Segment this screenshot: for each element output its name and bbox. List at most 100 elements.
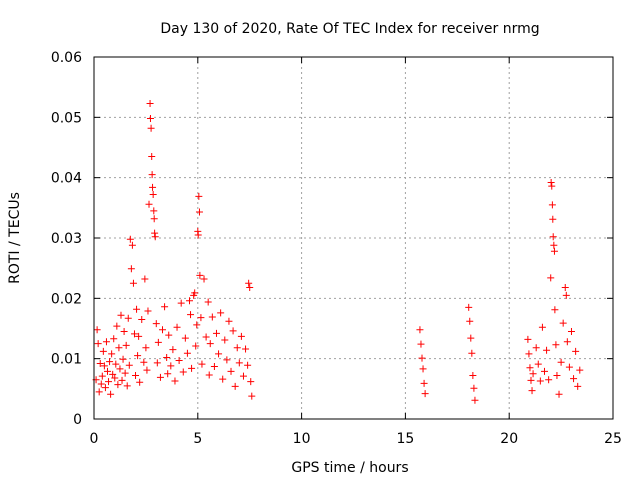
data-point	[536, 377, 544, 385]
data-point	[140, 358, 148, 366]
data-point	[551, 306, 559, 314]
data-point	[246, 283, 254, 291]
data-point	[559, 319, 567, 327]
x-tick-label: 15	[396, 431, 414, 447]
data-point	[130, 330, 138, 338]
x-tick-label: 20	[500, 431, 518, 447]
data-point	[98, 372, 106, 380]
data-point	[198, 360, 206, 368]
data-point	[467, 334, 475, 342]
data-point	[244, 361, 252, 369]
data-point	[239, 372, 247, 380]
data-point	[93, 326, 101, 334]
data-point	[242, 345, 250, 353]
data-point	[143, 366, 151, 374]
data-point	[179, 368, 187, 376]
y-tick-label: 0.03	[51, 231, 82, 247]
data-point	[124, 314, 132, 322]
data-point	[138, 315, 146, 323]
data-point	[147, 124, 155, 132]
data-point	[188, 364, 196, 372]
data-point	[156, 373, 164, 381]
data-point	[548, 182, 556, 190]
data-point	[125, 361, 133, 369]
data-point	[212, 329, 220, 337]
data-point	[538, 323, 546, 331]
data-point	[132, 372, 140, 380]
y-tick-label: 0.05	[51, 110, 82, 126]
data-point	[103, 367, 111, 375]
x-tick-label: 25	[604, 431, 622, 447]
data-point	[229, 327, 237, 335]
data-point	[142, 344, 150, 352]
data-point	[204, 298, 212, 306]
x-tick-label: 10	[293, 431, 311, 447]
data-point	[208, 313, 216, 321]
grid	[94, 57, 613, 419]
data-point	[108, 350, 116, 358]
data-point	[165, 331, 173, 339]
data-point	[565, 363, 573, 371]
data-point	[114, 381, 122, 389]
data-point	[99, 347, 107, 355]
data-point	[540, 367, 548, 375]
data-point	[111, 374, 119, 382]
data-point	[107, 390, 115, 398]
data-point	[223, 356, 231, 364]
data-point	[225, 317, 233, 325]
data-point	[466, 317, 474, 325]
data-point	[549, 233, 557, 241]
data-point	[171, 377, 179, 385]
data-point	[532, 344, 540, 352]
y-tick-label: 0.01	[51, 352, 82, 368]
data-point	[181, 334, 189, 342]
data-point	[102, 338, 110, 346]
data-point	[153, 359, 161, 367]
data-point	[146, 115, 154, 123]
data-point	[552, 341, 560, 349]
plot-frame	[93, 56, 614, 420]
data-point	[185, 297, 193, 305]
data-point	[109, 370, 117, 378]
data-point	[418, 354, 426, 362]
data-point	[465, 303, 473, 311]
data-point	[524, 335, 532, 343]
data-point	[529, 370, 537, 378]
data-point	[527, 376, 535, 384]
data-point	[150, 207, 158, 215]
data-point	[127, 265, 135, 273]
data-point	[417, 340, 425, 348]
data-point	[576, 366, 584, 374]
data-point	[245, 279, 253, 287]
data-point	[163, 353, 171, 361]
data-point	[121, 369, 129, 377]
data-point	[525, 350, 533, 358]
data-point	[159, 326, 167, 334]
data-point	[183, 349, 191, 357]
y-tick-label: 0.02	[51, 291, 82, 307]
data-point	[469, 372, 477, 380]
data-point	[237, 332, 245, 340]
data-point	[97, 380, 105, 388]
data-point	[128, 241, 136, 249]
data-point	[195, 208, 203, 216]
data-point	[192, 342, 200, 350]
data-point	[547, 274, 555, 282]
data-point	[227, 367, 235, 375]
data-point	[197, 314, 205, 322]
data-point	[122, 341, 130, 349]
data-point	[247, 378, 255, 386]
data-points	[92, 99, 584, 404]
data-point	[547, 178, 555, 186]
data-point	[421, 390, 429, 398]
data-point	[210, 363, 218, 371]
data-point	[233, 344, 241, 352]
data-point	[468, 349, 476, 357]
data-point	[151, 233, 159, 241]
data-point	[561, 283, 569, 291]
data-point	[148, 171, 156, 179]
data-point	[144, 307, 152, 315]
data-point	[96, 359, 104, 367]
data-point	[117, 311, 125, 319]
data-point	[177, 299, 185, 307]
